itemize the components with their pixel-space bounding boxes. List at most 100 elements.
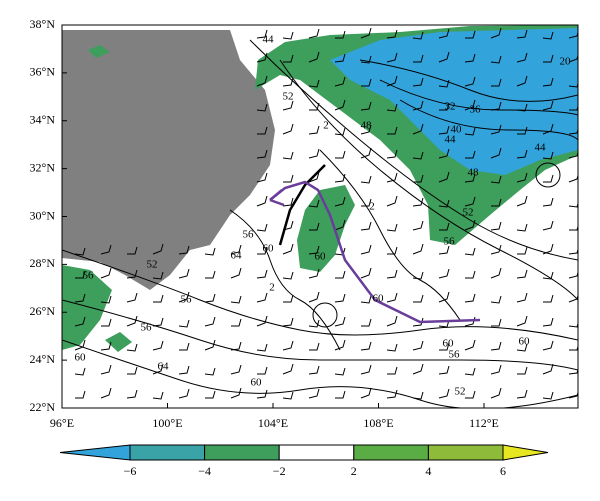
wind-barb [464,219,476,231]
wind-barb [464,293,476,303]
wind-barb [438,268,450,279]
wind-barb [386,223,398,232]
wind-barb [256,149,268,159]
wind-barb [127,246,138,255]
wind-barb [516,75,528,87]
wind-barb [490,124,502,135]
wind-barb [412,271,424,280]
wind-barb [204,247,216,256]
contour-label: 44 [535,142,547,154]
wind-barb [75,390,86,399]
wind-barb [387,246,398,255]
wind-barb [412,151,424,160]
wind-barb [386,315,398,327]
wind-barb [438,199,450,208]
wind-barb [152,271,164,280]
wind-barb [257,366,268,375]
wind-barb [100,341,112,351]
lat-label: 34°N [30,113,56,127]
wind-barb [282,243,294,255]
wind-barb [126,269,138,279]
wind-barb [516,315,528,327]
negative-area-strong [330,28,578,175]
wind-barb [308,291,320,303]
colorbar-label: −2 [273,464,286,478]
wind-barb [438,79,450,88]
wind-barb [490,221,502,231]
wind-barb [491,78,502,87]
wind-barb [100,387,112,399]
wind-barb [568,321,578,328]
wind-barb [308,319,320,328]
wind-barb [256,223,268,232]
wind-barb [205,390,216,399]
wind-barb [439,102,450,111]
track-arrow [269,180,481,324]
wind-barb [543,54,554,63]
wind-barb [282,271,294,280]
contour-label: 52 [455,386,466,398]
wind-barb [386,195,398,207]
wind-barb [334,339,346,351]
contour-label: 56 [83,270,95,282]
wind-barb [464,53,476,63]
wind-barb [282,363,294,375]
wind-barb [74,316,86,327]
lon-label: 96°E [50,416,74,430]
wind-barb [230,244,242,255]
wind-barb [152,340,164,351]
wind-barb [464,173,476,183]
wind-barb [490,244,502,255]
wind-barb [412,317,424,327]
contour-label: 64 [158,361,170,373]
wind-barb [256,172,268,183]
wind-barb [100,244,112,255]
wind-barb [361,78,372,87]
contour-label: 60 [315,251,327,263]
wind-barb [334,293,346,303]
wind-barb [568,173,578,183]
contour-label: 56 [141,322,153,334]
contour-label: 60 [443,338,455,350]
wind-barb [412,391,424,400]
wind-barb [360,295,372,304]
wind-barb [412,100,424,111]
wind-barb [568,127,578,135]
wind-barb [542,151,554,160]
wind-barb [490,295,502,304]
wind-barb [100,267,112,279]
lon-label: 112°E [469,416,499,430]
wind-barb [516,269,528,279]
wind-barb [465,150,476,159]
wind-barb [257,246,268,255]
wind-barb [438,28,450,39]
wind-barb [100,295,112,304]
colorbar-label: 2 [351,464,357,478]
wind-barb [126,292,138,303]
wind-barb [568,293,578,303]
contour-label: 32 [445,101,456,113]
wind-barb [335,30,346,39]
wind-barb [308,245,320,255]
wind-barb [360,124,372,135]
wind-barb [490,175,502,184]
wind-barb [465,270,476,279]
wind-barb [542,391,554,400]
contour-label: 40 [451,124,463,136]
wind-barb [542,77,554,87]
wind-barb [568,30,578,39]
wind-barb [387,126,398,135]
wind-barb [204,316,216,327]
wind-barb [542,271,554,280]
wind-barb [517,366,528,375]
wind-barb [153,294,164,303]
wind-barb [464,127,476,136]
wind-barb [438,388,450,399]
contour-label: 60 [263,243,275,255]
wind-barb [490,267,502,279]
colorbar-label: 6 [500,464,506,478]
wind-barb [74,293,86,303]
wind-barb [178,268,190,279]
wind-barb [386,52,398,63]
